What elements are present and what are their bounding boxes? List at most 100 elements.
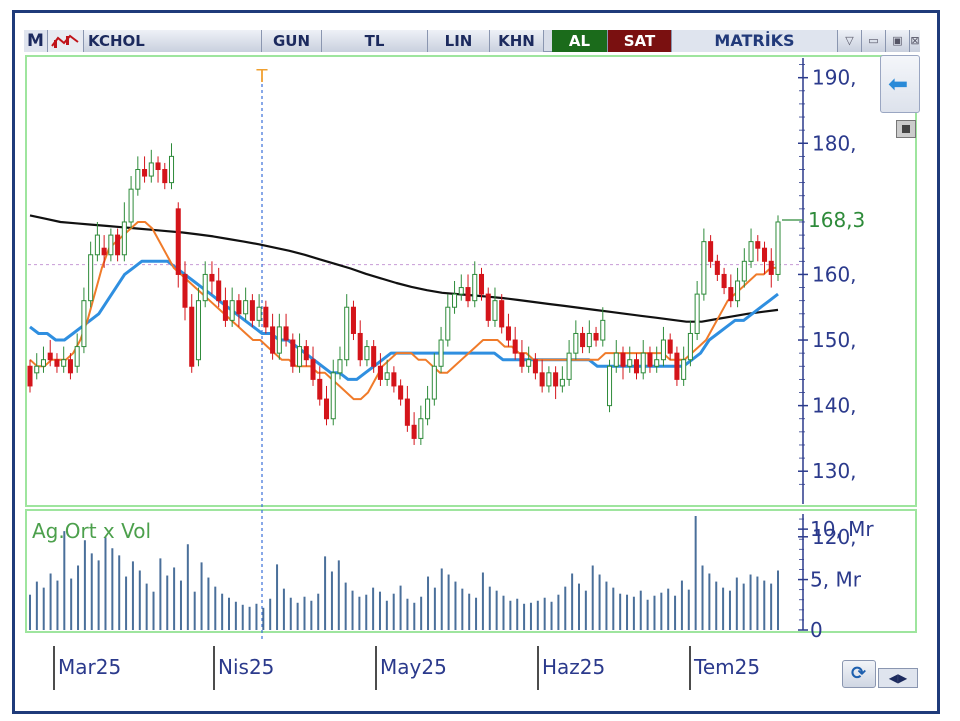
candle — [411, 412, 417, 445]
candle — [714, 254, 720, 281]
candle-body — [741, 260, 747, 282]
refresh-button[interactable]: ⟳ — [842, 660, 876, 688]
candle — [755, 235, 761, 262]
khn-button[interactable]: KHN — [490, 30, 544, 52]
candle — [249, 294, 255, 327]
candle — [297, 333, 303, 373]
candle-body — [222, 300, 228, 321]
panel-toggle-button[interactable] — [896, 120, 916, 138]
candle-body — [290, 339, 296, 367]
candle-body — [553, 372, 559, 387]
candle — [762, 241, 768, 275]
currency-button[interactable]: TL — [322, 30, 428, 52]
candle — [640, 340, 646, 380]
candle-body — [404, 398, 410, 426]
candle — [377, 353, 383, 386]
candle-body — [687, 332, 693, 361]
candle — [735, 267, 741, 308]
candle-body — [34, 365, 40, 374]
price-tick-label: 180, — [812, 131, 857, 155]
brand-logo: MATRİKS — [672, 30, 838, 52]
candle-body — [714, 260, 720, 275]
candle-body — [81, 300, 87, 348]
candle-body — [694, 293, 700, 334]
candle — [290, 333, 296, 373]
candle-body — [768, 260, 774, 275]
candle — [647, 346, 653, 373]
candle-body — [371, 346, 377, 367]
candle — [492, 287, 498, 327]
x-tick-label: Haz25 — [542, 655, 605, 679]
candle — [418, 405, 424, 445]
candle-body — [323, 398, 330, 420]
candle — [270, 313, 276, 360]
candle-body — [115, 234, 121, 256]
candle-body — [229, 300, 235, 321]
candle-body — [303, 346, 309, 361]
candle — [465, 274, 471, 308]
candle-body — [438, 339, 444, 367]
back-button[interactable]: ⬅ — [880, 55, 920, 113]
candle — [195, 287, 201, 367]
candle — [27, 359, 33, 393]
candle — [546, 366, 552, 393]
window-dropdown-icon[interactable]: ▽ — [838, 30, 862, 52]
candle-body — [40, 359, 46, 367]
price-panel-frame — [25, 55, 917, 507]
candle-body — [674, 352, 680, 380]
candle — [499, 294, 505, 334]
candle — [728, 274, 734, 308]
candle — [175, 202, 181, 288]
candle-body — [418, 418, 424, 439]
candle-body — [748, 241, 754, 262]
candle-body — [128, 188, 134, 223]
ma-mid-line — [29, 259, 779, 381]
period-button[interactable]: GUN — [262, 30, 322, 52]
candle — [216, 267, 222, 308]
candle — [330, 359, 336, 426]
candle — [775, 215, 781, 281]
candle-body — [539, 372, 545, 387]
marker-label: T — [256, 66, 269, 87]
candle — [660, 326, 666, 367]
candle-body — [640, 352, 646, 374]
candle-body — [654, 359, 660, 367]
sell-button[interactable]: SAT — [608, 30, 672, 52]
candle — [209, 261, 215, 295]
candle — [633, 353, 640, 380]
candle-body — [377, 365, 383, 380]
volume-panel-frame — [25, 509, 917, 633]
candle-body — [276, 326, 282, 354]
buy-button[interactable]: AL — [552, 30, 608, 52]
candle — [310, 346, 316, 386]
window-minimize-icon[interactable]: ▭ — [862, 30, 886, 52]
scale-button[interactable]: LIN — [428, 30, 490, 52]
candle — [458, 274, 464, 301]
candle-body — [61, 359, 67, 367]
window-maximize-icon[interactable]: ▣ — [886, 30, 910, 52]
candle — [88, 241, 94, 308]
candle-body — [458, 287, 464, 295]
candle-body — [67, 359, 73, 374]
nav-arrows-button[interactable]: ◀▶ — [878, 668, 918, 688]
candle-body — [350, 306, 356, 334]
chart-type-icon[interactable] — [48, 30, 84, 52]
symbol-field[interactable]: KCHOL — [84, 30, 262, 52]
candle — [337, 346, 343, 380]
candle-body — [168, 155, 175, 184]
candle — [135, 156, 141, 196]
candle-body — [660, 339, 666, 361]
window-close-icon[interactable]: ⊠ — [910, 30, 920, 52]
price-tick-label: 140, — [812, 394, 857, 418]
menu-button[interactable]: M — [24, 30, 48, 52]
candle — [519, 340, 525, 373]
ma-short-line — [29, 221, 778, 401]
candle-body — [310, 359, 316, 380]
candle-body — [499, 300, 505, 328]
square-icon — [902, 125, 910, 133]
candle — [263, 300, 269, 334]
candle-body — [256, 306, 262, 321]
candle-body — [701, 241, 707, 295]
candle-body — [681, 359, 687, 380]
